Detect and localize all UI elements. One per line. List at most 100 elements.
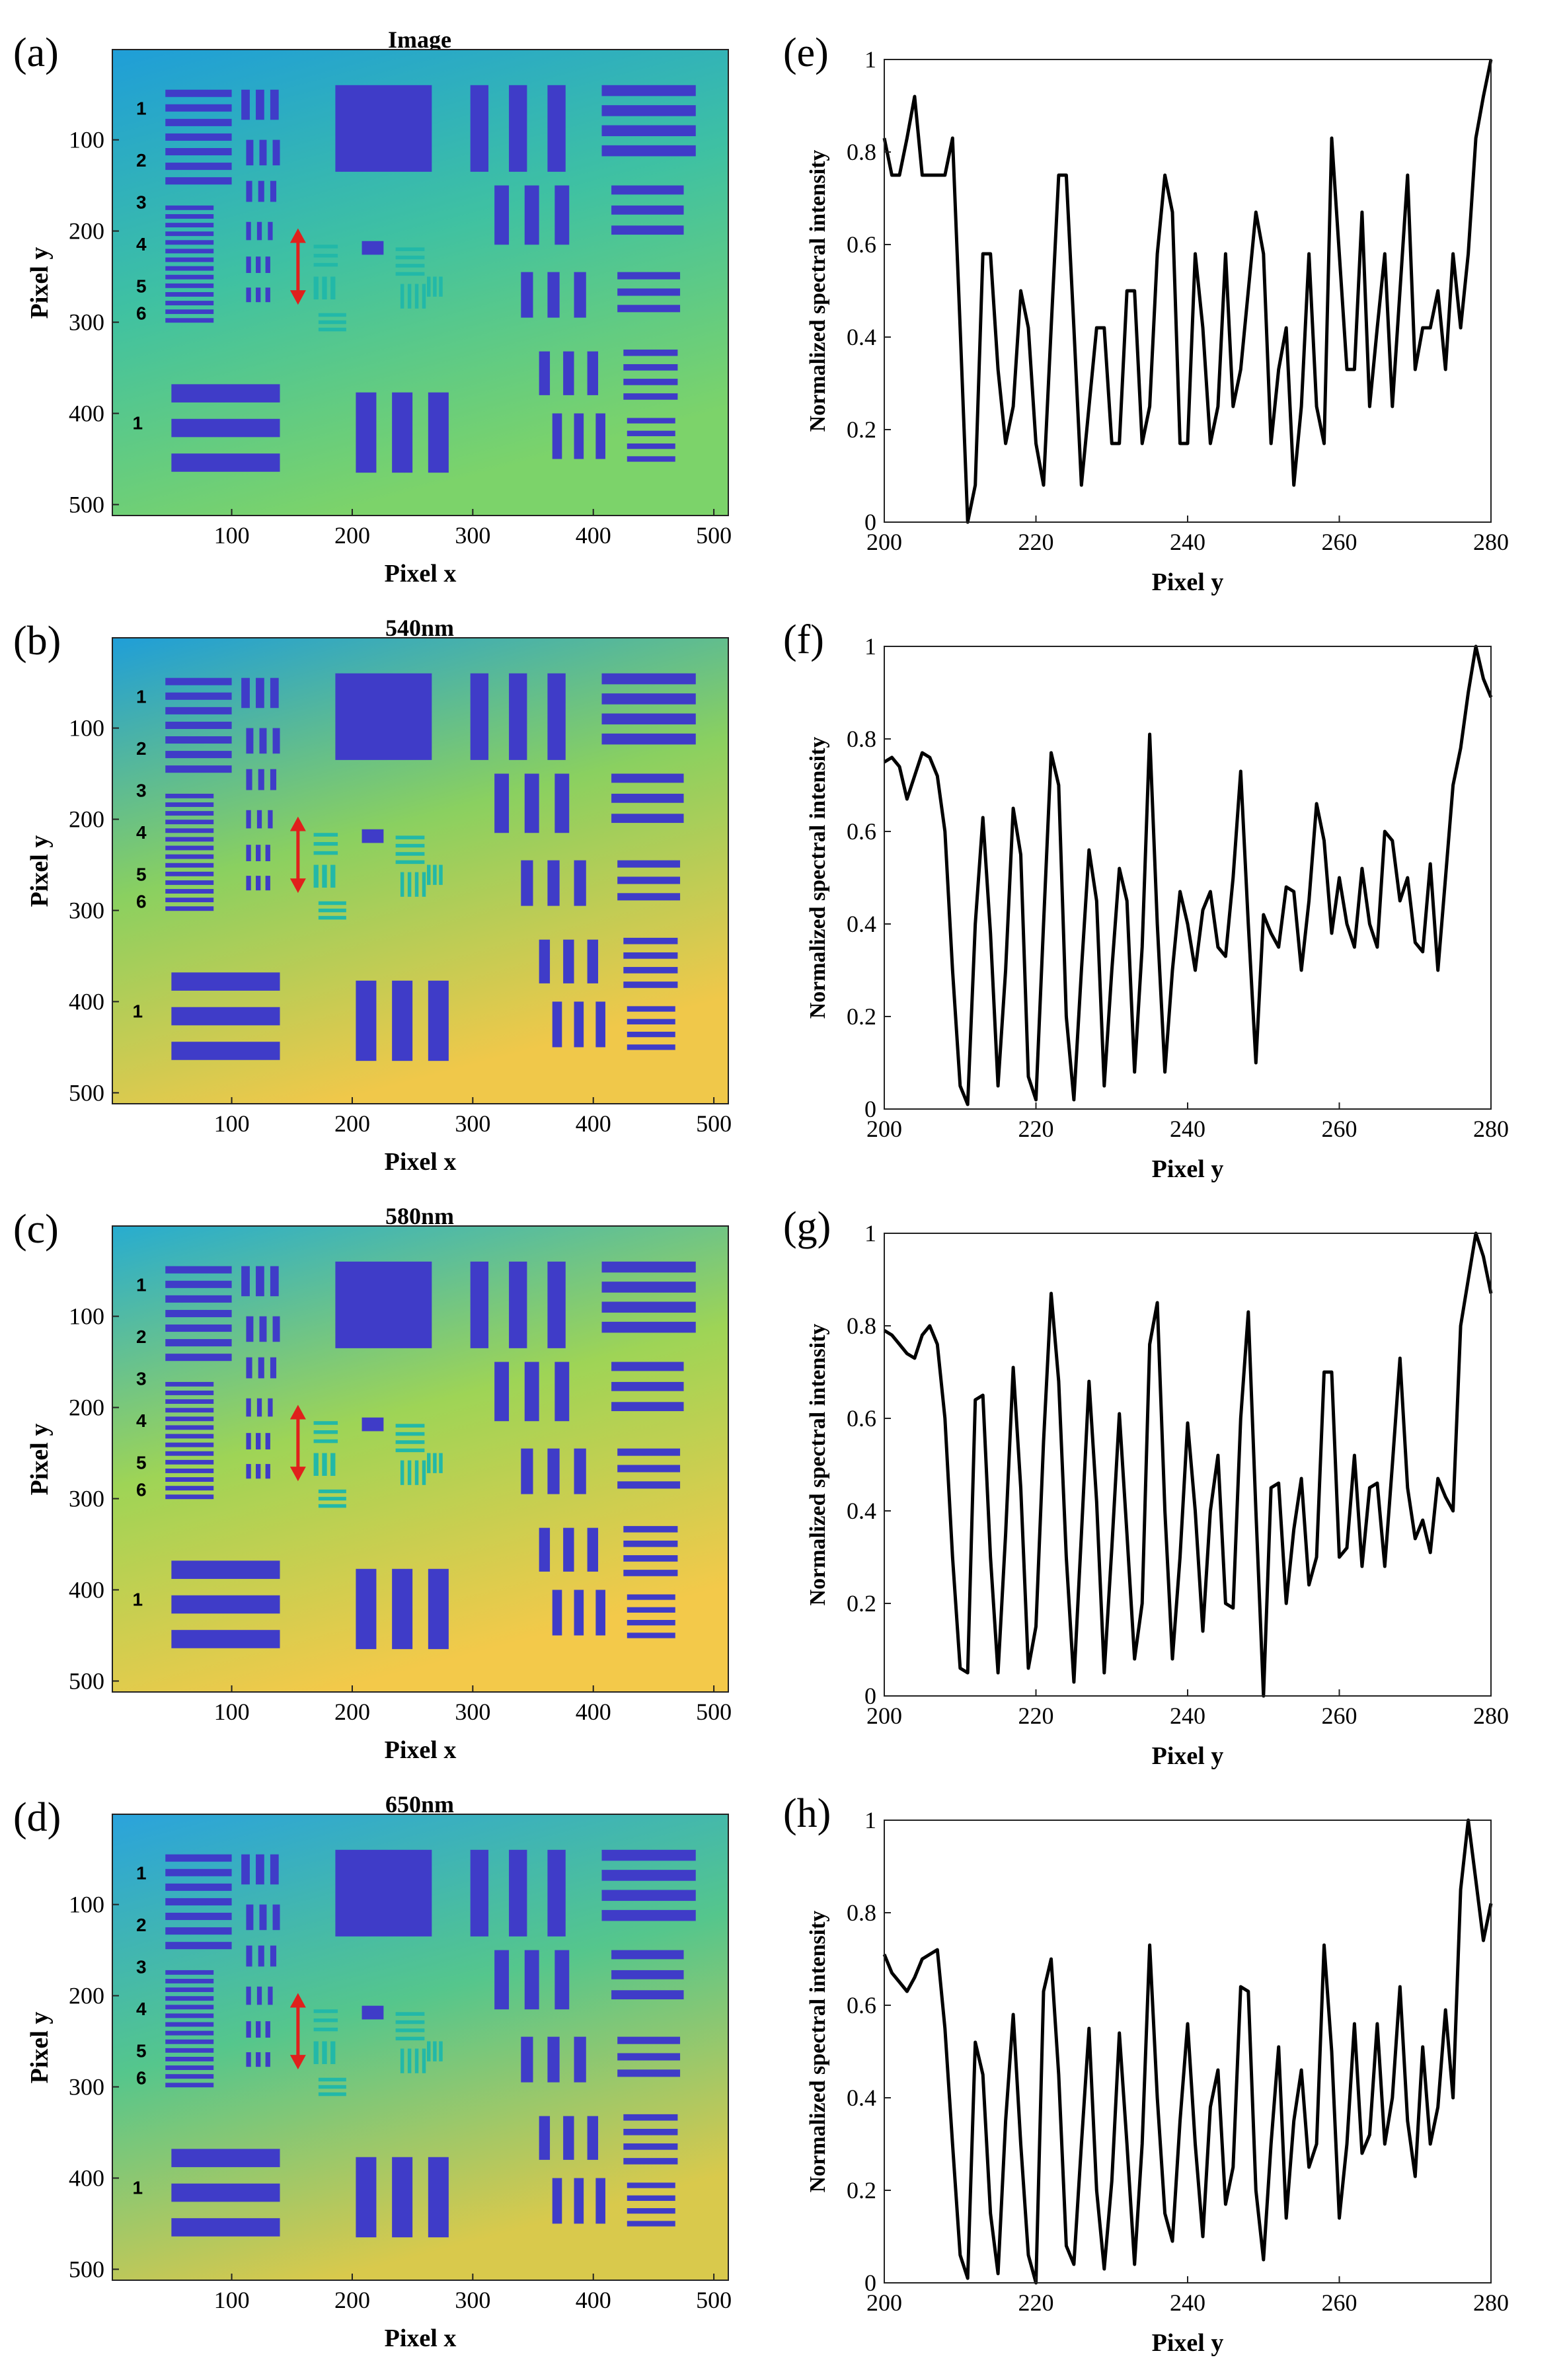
target-bar — [270, 769, 277, 790]
target-bar — [246, 1433, 251, 1450]
horizontal-bar — [165, 214, 214, 219]
target-bar — [256, 810, 262, 829]
element-number: 4 — [136, 822, 147, 843]
small-square — [362, 829, 384, 843]
horizontal-bar — [627, 1594, 675, 1600]
horizontal-bar — [627, 2195, 675, 2201]
vertical-bar — [574, 1448, 586, 1494]
horizontal-bar — [165, 301, 214, 305]
y-tick-label: 500 — [69, 1079, 104, 1106]
horizontal-bar — [165, 148, 232, 156]
arrow-up-icon — [289, 1993, 306, 2008]
target-bar — [268, 1398, 273, 1417]
fine-bar — [439, 2041, 443, 2061]
element-number: 1 — [136, 98, 147, 118]
x-tick-label: 200 — [334, 1110, 370, 1137]
intensity-profile-line — [882, 59, 1493, 524]
horizontal-bar — [165, 1486, 214, 1491]
panel-label: (g) — [783, 1204, 831, 1249]
horizontal-bar — [165, 1868, 232, 1876]
target-bar — [246, 1398, 251, 1417]
small-square — [362, 2005, 384, 2020]
vertical-bar — [563, 2116, 574, 2160]
horizontal-bar — [165, 1425, 214, 1430]
vertical-bar — [392, 1568, 413, 1650]
fine-bar — [318, 1496, 346, 1501]
fine-bar — [400, 1460, 404, 1485]
x-tick-label: 100 — [214, 2287, 250, 2313]
target-bar — [246, 221, 251, 241]
horizontal-bar — [601, 1301, 696, 1313]
vertical-bar — [392, 392, 413, 473]
y-tick-label: 0.8 — [847, 139, 876, 165]
target-bar — [256, 845, 261, 862]
panel-label: (h) — [783, 1791, 831, 1836]
fine-bar — [395, 1448, 425, 1453]
panel-label: (a) — [13, 30, 59, 75]
fine-bar — [395, 843, 425, 848]
element-number: 1 — [136, 1274, 147, 1295]
y-tick-label: 0 — [864, 1683, 876, 1709]
fine-bar — [313, 262, 338, 267]
horizontal-bar — [627, 2221, 675, 2227]
fine-bar — [433, 1453, 437, 1473]
y-tick-label: 0.2 — [847, 2177, 876, 2204]
horizontal-bar — [623, 393, 678, 400]
element-number: 3 — [136, 192, 147, 212]
horizontal-bar — [627, 1044, 675, 1050]
horizontal-bar — [617, 272, 681, 280]
x-tick-label: 260 — [1322, 1703, 1357, 1729]
horizontal-bar — [165, 1266, 232, 1274]
line-plot-area — [882, 59, 1493, 524]
fine-bar — [395, 272, 425, 276]
element-number: 5 — [136, 276, 147, 296]
vertical-bar — [494, 185, 510, 245]
x-tick-label: 260 — [1322, 529, 1357, 555]
horizontal-bar — [165, 1381, 214, 1387]
target-bar — [246, 845, 251, 862]
target-bar — [241, 1854, 250, 1885]
fine-bar — [439, 864, 443, 885]
fine-bar — [395, 1440, 425, 1444]
x-tick-label: 220 — [1018, 1703, 1054, 1729]
horizontal-bar — [611, 185, 684, 195]
target-bar — [256, 1464, 261, 1479]
horizontal-bar — [165, 291, 214, 297]
y-tick-label: 0.4 — [847, 1498, 876, 1524]
horizontal-bar — [165, 793, 214, 798]
horizontal-bar — [601, 1870, 696, 1881]
y-tick-label: 100 — [69, 127, 104, 153]
x-tick-label: 200 — [866, 1116, 902, 1142]
horizontal-bar — [623, 1570, 678, 1576]
fine-bar — [322, 1453, 327, 1477]
horizontal-bar — [617, 893, 681, 901]
arrow-down-icon — [289, 1467, 306, 1482]
horizontal-bar — [165, 274, 214, 280]
horizontal-bar — [165, 854, 214, 859]
fine-bar — [422, 1460, 426, 1485]
heatmap-title: 540nm — [385, 615, 454, 641]
arrow-up-icon — [289, 1404, 306, 1420]
fine-bar — [313, 1453, 319, 1477]
heatmap-frame — [112, 1814, 729, 2281]
horizontal-bar — [611, 1402, 684, 1412]
horizontal-bar — [623, 1525, 678, 1533]
target-bar — [246, 2021, 251, 2038]
horizontal-bar — [165, 318, 214, 323]
horizontal-bar — [171, 972, 280, 991]
line-plot-ticks: 200 220 240 260 280 0 0.2 0.4 0.6 0.8 1 — [847, 633, 1509, 1142]
horizontal-bar — [617, 2036, 681, 2044]
vertical-bar — [392, 980, 413, 1061]
line-plot-ticks: 200 220 240 260 280 0 0.2 0.4 0.6 0.8 1 — [847, 46, 1509, 555]
element-number: 1 — [133, 1001, 143, 1021]
horizontal-bar — [627, 1032, 675, 1038]
horizontal-bar — [601, 105, 696, 116]
element-number: 6 — [136, 2068, 147, 2089]
x-tick-label: 200 — [866, 529, 902, 555]
horizontal-bar — [165, 240, 214, 245]
fine-bar — [407, 284, 412, 309]
horizontal-bar — [601, 1282, 696, 1293]
y-tick-label: 300 — [69, 309, 104, 336]
horizontal-bar — [623, 952, 678, 959]
